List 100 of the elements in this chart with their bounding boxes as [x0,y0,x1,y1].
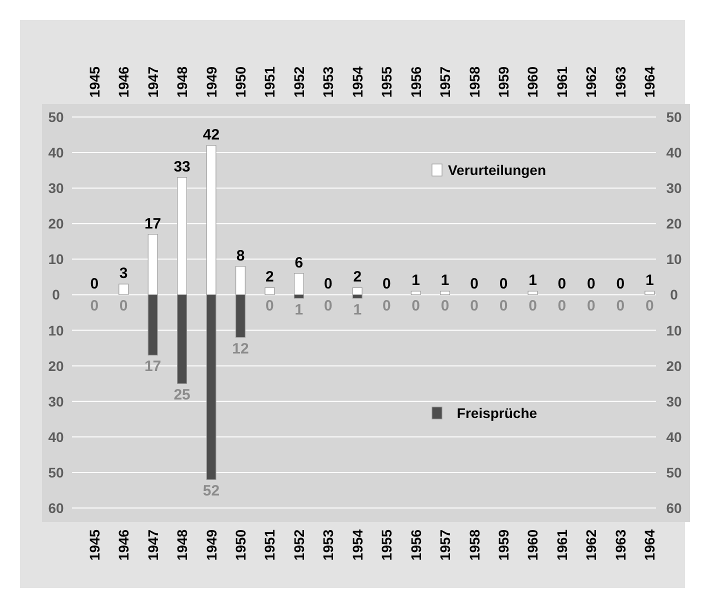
y2-tick-label: 50 [666,109,682,125]
category-label: 1964 [642,529,658,561]
data-label: 0 [499,276,508,293]
category-label: 1945 [86,529,102,561]
data-label: 0 [616,298,625,315]
y2-tick-label: 20 [666,216,682,232]
category-label: 1957 [437,529,454,561]
category-label: 1963 [612,529,628,561]
data-label: 0 [324,276,332,293]
data-label: 0 [587,298,596,315]
x-tick-label: 1961 [554,66,570,98]
data-label: 0 [558,276,566,293]
y2-tick-label: 40 [666,428,682,445]
x-tick-label: 1958 [466,66,482,98]
x-tick-label: 1964 [642,66,658,98]
data-label: 0 [645,298,654,315]
data-label: 0 [382,276,391,293]
category-label: 1946 [116,529,132,561]
data-label: 0 [499,298,508,315]
data-label: 0 [528,298,537,315]
data-label: 17 [144,358,162,376]
data-label: 6 [294,254,304,272]
y-tick-label: 10 [48,251,64,268]
category-label: 1952 [290,529,307,561]
category-label: 1949 [203,529,220,561]
data-label: 0 [382,298,391,315]
y-tick-label: 50 [48,109,64,125]
data-label: 0 [119,298,128,315]
y-tick-label: 50 [48,464,64,480]
data-label: 1 [294,301,304,318]
x-tick-label: 1959 [496,66,512,98]
y2-tick-label: 30 [666,180,682,196]
data-label: 33 [174,158,190,176]
data-label: 25 [174,386,190,404]
x-tick-label: 1962 [583,66,600,98]
category-label: 1951 [262,529,278,561]
category-label: 1953 [320,529,336,561]
x-tick-label: 1946 [116,66,132,98]
data-label: 0 [470,298,478,315]
y2-tick-label: 10 [666,322,682,338]
data-label: 42 [202,126,220,144]
x-tick-label: 1951 [262,66,278,98]
category-label: 1962 [583,529,600,561]
data-label: 52 [202,482,220,500]
x-tick-label: 1963 [612,66,628,98]
category-label: 1958 [466,529,482,561]
x-tick-label: 1945 [86,66,102,98]
category-label: 1954 [349,529,366,561]
x-tick-label: 1948 [174,66,190,98]
data-label: 0 [470,276,478,293]
data-label: 0 [324,298,332,315]
category-label: 1960 [524,529,541,561]
y2-tick-label: 20 [666,358,682,374]
data-label: 12 [232,340,249,358]
data-label: 0 [616,276,625,293]
category-label: 1959 [496,529,512,561]
x-tick-label: 1950 [232,66,248,98]
x-tick-label: 1960 [524,66,541,98]
data-label: 0 [587,276,596,293]
x-tick-label: 1957 [437,66,454,98]
y2-tick-label: 60 [666,500,682,516]
y2-tick-label: 50 [666,464,682,480]
data-label: 0 [90,298,99,315]
category-label: 1947 [144,529,161,561]
y-tick-label: 40 [48,428,64,445]
y-tick-label: 60 [48,500,64,516]
x-tick-label: 1956 [408,66,424,98]
y-tick-label: 0 [52,286,60,303]
data-label: 2 [266,268,274,286]
y-tick-label: 10 [48,322,64,338]
data-label: 1 [440,272,450,290]
y-tick-label: 30 [48,393,64,410]
data-label: 8 [236,247,245,264]
x-tick-label: 1949 [203,66,220,98]
category-label: 1956 [408,529,424,561]
y-tick-label: 40 [48,144,64,161]
y2-tick-label: 0 [670,286,678,303]
x-tick-label: 1954 [349,66,366,98]
data-label: 2 [353,268,362,286]
legend-label: Verurteilungen [448,162,546,178]
legend-label: Freisprüche [456,405,538,421]
category-label: 1950 [232,529,248,561]
y-tick-label: 20 [48,358,64,374]
data-label: 0 [90,276,99,293]
y2-tick-label: 10 [666,251,682,268]
data-label: 1 [645,272,654,290]
x-tick-label: 1952 [290,66,307,98]
data-label: 0 [558,298,566,315]
category-label: 1955 [378,529,395,561]
data-label: 0 [440,298,450,315]
x-tick-label: 1947 [144,66,161,98]
data-label: 17 [144,215,162,232]
data-label: 1 [353,301,362,318]
data-label: 1 [528,272,537,290]
data-label: 1 [412,272,420,290]
data-label: 0 [266,298,274,315]
y-tick-label: 20 [48,216,64,232]
x-tick-label: 1955 [378,66,395,98]
y2-tick-label: 30 [666,393,682,410]
y2-tick-label: 40 [666,144,682,161]
